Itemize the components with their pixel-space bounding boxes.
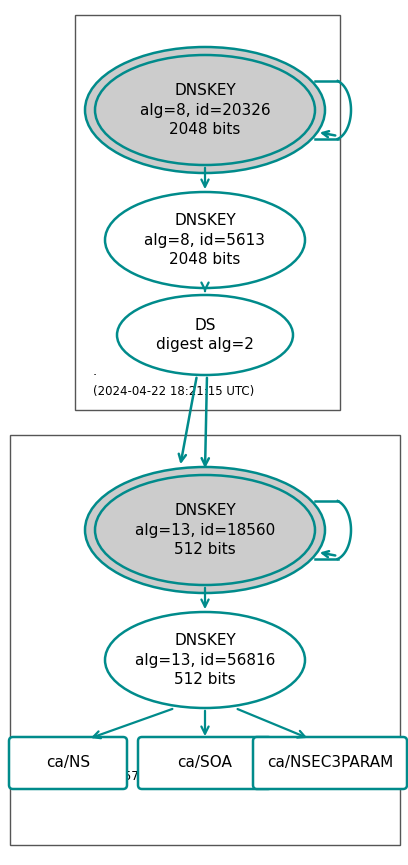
Text: (2024-04-22 19:57:08 UTC): (2024-04-22 19:57:08 UTC) bbox=[28, 770, 189, 783]
Ellipse shape bbox=[105, 612, 305, 708]
Ellipse shape bbox=[85, 47, 325, 173]
Text: ca/SOA: ca/SOA bbox=[177, 755, 233, 771]
Text: ca: ca bbox=[28, 750, 44, 763]
FancyBboxPatch shape bbox=[253, 737, 407, 789]
Ellipse shape bbox=[105, 192, 305, 288]
FancyBboxPatch shape bbox=[138, 737, 272, 789]
Ellipse shape bbox=[117, 295, 293, 375]
Text: DS
digest alg=2: DS digest alg=2 bbox=[156, 317, 254, 352]
Ellipse shape bbox=[95, 475, 315, 585]
Text: DNSKEY
alg=13, id=56816
512 bits: DNSKEY alg=13, id=56816 512 bits bbox=[135, 632, 275, 688]
Text: DNSKEY
alg=13, id=18560
512 bits: DNSKEY alg=13, id=18560 512 bits bbox=[135, 503, 275, 557]
Text: ca/NS: ca/NS bbox=[46, 755, 90, 771]
Ellipse shape bbox=[85, 467, 325, 593]
Ellipse shape bbox=[95, 55, 315, 165]
FancyBboxPatch shape bbox=[9, 737, 127, 789]
Text: .: . bbox=[93, 365, 97, 378]
Text: DNSKEY
alg=8, id=20326
2048 bits: DNSKEY alg=8, id=20326 2048 bits bbox=[140, 83, 271, 138]
Bar bbox=[10, 435, 400, 845]
Bar bbox=[75, 15, 340, 410]
Text: DNSKEY
alg=8, id=5613
2048 bits: DNSKEY alg=8, id=5613 2048 bits bbox=[144, 213, 266, 267]
Text: ca/NSEC3PARAM: ca/NSEC3PARAM bbox=[267, 755, 393, 771]
Text: (2024-04-22 18:21:15 UTC): (2024-04-22 18:21:15 UTC) bbox=[93, 385, 254, 398]
